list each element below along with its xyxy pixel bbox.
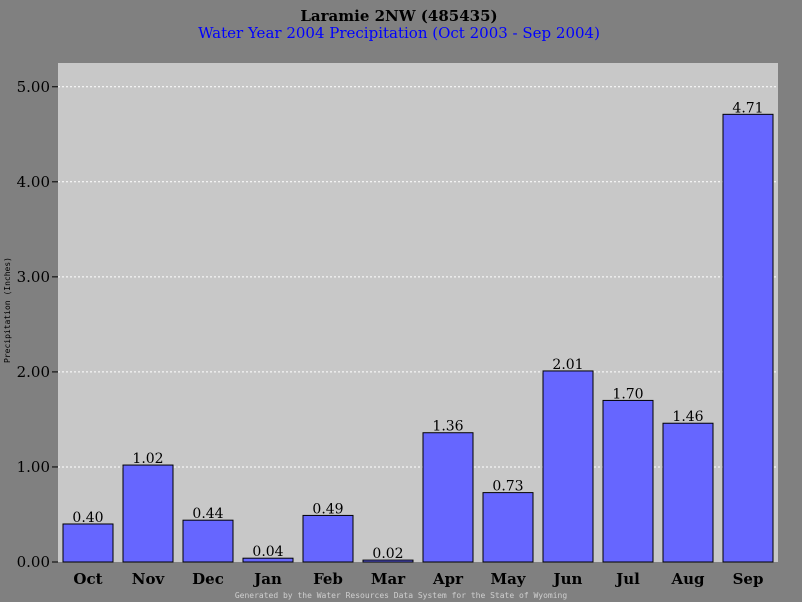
bar — [182, 519, 234, 563]
bar — [302, 514, 354, 563]
x-tick-label: Aug — [670, 570, 705, 588]
bar — [602, 399, 654, 563]
x-tick-label: Jul — [614, 570, 640, 588]
bar — [242, 557, 294, 563]
bar — [62, 523, 114, 563]
footer-credit: Generated by the Water Resources Data Sy… — [235, 591, 568, 600]
y-tick-label: 2.00 — [17, 363, 50, 381]
y-tick-label: 3.00 — [17, 268, 50, 286]
bar-value-label: 1.46 — [672, 409, 703, 425]
bar — [422, 432, 474, 563]
bar — [662, 422, 714, 563]
data-labels: 0.40 1.02 0.44 0.04 0.49 0.02 1.36 0.73 2.01 1.70… — [72, 100, 763, 562]
bar — [122, 464, 174, 563]
x-tick-label: Sep — [733, 570, 764, 588]
x-tick-label: Nov — [132, 570, 166, 588]
plot-area — [58, 63, 778, 562]
bar — [722, 113, 774, 563]
x-tick-label: Apr — [432, 570, 464, 588]
bars — [62, 113, 774, 563]
chart-subtitle: Water Year 2004 Precipitation (Oct 2003 … — [198, 24, 600, 42]
y-tick-labels: 0.00 1.00 2.00 3.00 4.00 5.00 — [17, 78, 58, 571]
bar-value-label: 1.36 — [432, 419, 463, 435]
x-tick-label: Dec — [192, 570, 224, 588]
bar-value-label: 0.73 — [492, 479, 523, 495]
bar-value-label: 0.02 — [372, 546, 403, 562]
bar-value-label: 0.49 — [312, 501, 343, 517]
y-tick-label: 1.00 — [17, 458, 50, 476]
chart-title: Laramie 2NW (485435) — [300, 7, 497, 25]
y-tick-label: 0.00 — [17, 553, 50, 571]
x-tick-label: Oct — [73, 570, 102, 588]
bar-value-label: 0.44 — [192, 506, 223, 522]
grid-lines — [58, 86, 778, 468]
y-tick-label: 4.00 — [17, 173, 50, 191]
bar — [542, 370, 594, 563]
x-tick-label: Jan — [252, 570, 282, 588]
bar — [362, 559, 414, 563]
bar — [482, 492, 534, 563]
y-axis-label: Precipitation (Inches) — [3, 257, 12, 363]
x-tick-label: May — [490, 570, 526, 588]
x-tick-label: Feb — [313, 570, 343, 588]
y-tick-label: 5.00 — [17, 78, 50, 96]
bar-value-label: 1.70 — [612, 386, 643, 402]
x-tick-label: Jun — [552, 570, 583, 588]
x-tick-labels: Oct Nov Dec Jan Feb Mar Apr May Jun Jul Aug Sep — [73, 570, 763, 588]
bar-value-label: 4.71 — [732, 100, 763, 116]
bar-value-label: 0.04 — [252, 544, 283, 560]
bar-value-label: 0.40 — [72, 510, 103, 526]
bar-value-label: 2.01 — [552, 357, 583, 373]
bar-value-label: 1.02 — [132, 451, 163, 467]
x-tick-label: Mar — [371, 570, 406, 588]
